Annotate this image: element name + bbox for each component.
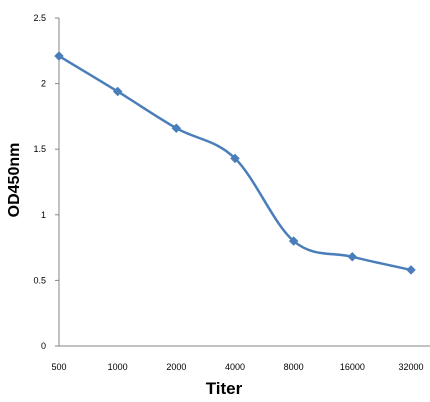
data-point-marker — [288, 236, 299, 246]
x-tick-label: 32000 — [398, 362, 423, 372]
y-tick-label: 2.5 — [33, 13, 46, 23]
data-point-marker — [54, 51, 64, 61]
data-point-marker — [112, 86, 123, 97]
y-tick-label: 0.5 — [33, 275, 46, 285]
x-tick-label: 500 — [51, 362, 66, 372]
data-point-marker — [347, 251, 358, 262]
x-tick-label: 1000 — [108, 362, 128, 372]
x-tick-label: 2000 — [166, 362, 186, 372]
series-layer — [54, 51, 416, 275]
x-tick-label: 4000 — [225, 362, 245, 372]
data-point-marker — [406, 265, 416, 275]
y-tick-label: 1.5 — [33, 144, 46, 154]
x-axis-title: Titer — [206, 379, 243, 398]
y-axis-ticks: 0 0.5 1 1.5 2 2.5 — [33, 13, 59, 351]
x-tick-label: 16000 — [340, 362, 365, 372]
x-axis-ticks: 500 1000 2000 4000 8000 16000 32000 — [51, 362, 423, 372]
y-tick-label: 1 — [41, 210, 46, 220]
y-axis-title: OD450nm — [6, 143, 23, 218]
x-tick-label: 8000 — [284, 362, 304, 372]
y-tick-label: 2 — [41, 79, 46, 89]
data-point-marker — [230, 153, 240, 164]
y-tick-label: 0 — [41, 341, 46, 351]
data-point-marker — [171, 123, 182, 134]
